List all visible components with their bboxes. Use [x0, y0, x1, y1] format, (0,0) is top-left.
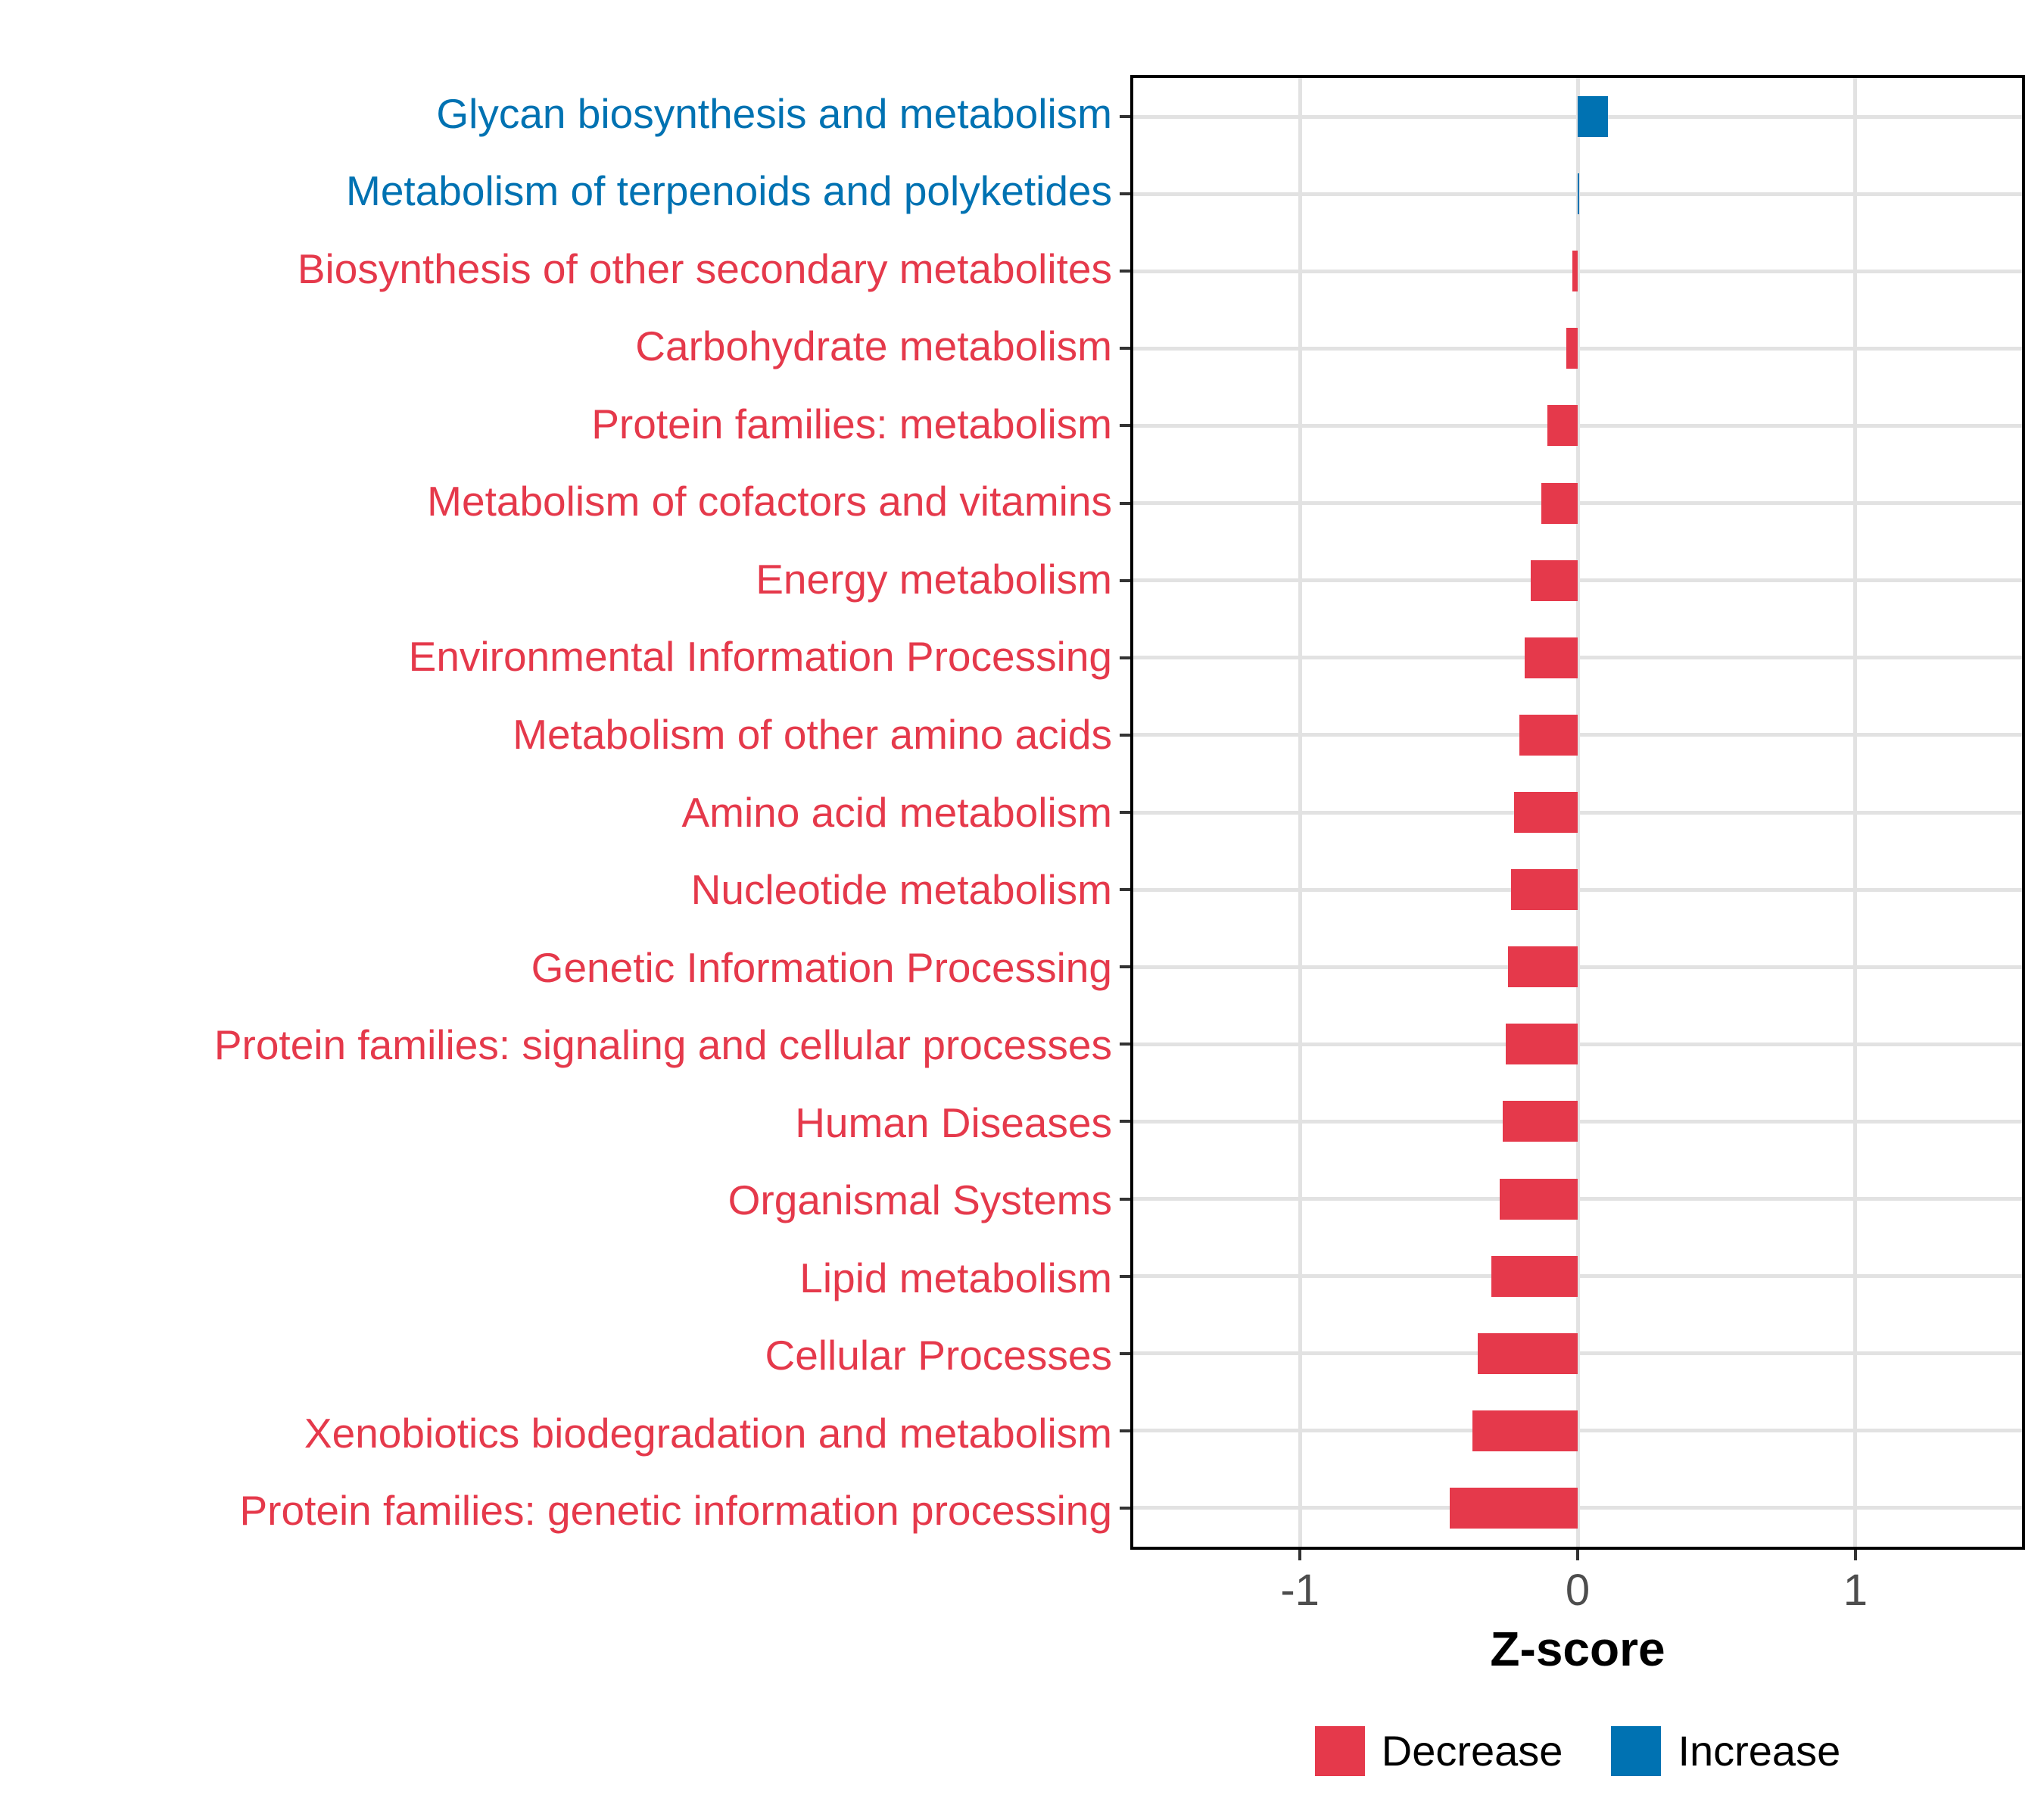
x-tick: [1854, 1550, 1857, 1560]
bar: [1514, 792, 1578, 833]
legend-item: Decrease: [1315, 1726, 1563, 1776]
y-tick: [1120, 811, 1130, 814]
gridline-horizontal: [1133, 1197, 2022, 1201]
y-axis-labels: Glycan biosynthesis and metabolismMetabo…: [0, 75, 1112, 1550]
category-label: Genetic Information Processing: [0, 929, 1112, 1007]
x-axis-title: Z-score: [1130, 1625, 2025, 1673]
category-label: Biosynthesis of other secondary metaboli…: [0, 230, 1112, 308]
category-label: Organismal Systems: [0, 1161, 1112, 1239]
bar: [1511, 869, 1578, 910]
gridline-horizontal: [1133, 1120, 2022, 1124]
x-tick-label: 0: [1502, 1569, 1653, 1613]
gridline-horizontal: [1133, 578, 2022, 582]
y-tick: [1120, 965, 1130, 968]
x-tick: [1576, 1550, 1579, 1560]
gridline-horizontal: [1133, 965, 2022, 969]
y-tick: [1120, 424, 1130, 427]
category-label: Energy metabolism: [0, 541, 1112, 619]
legend-label: Increase: [1678, 1730, 1840, 1772]
category-label: Human Diseases: [0, 1084, 1112, 1162]
category-label: Metabolism of terpenoids and polyketides: [0, 153, 1112, 231]
bar: [1503, 1101, 1578, 1142]
bar: [1531, 560, 1578, 601]
gridline-horizontal: [1133, 811, 2022, 815]
gridline-horizontal: [1133, 1506, 2022, 1510]
y-tick: [1120, 1352, 1130, 1355]
legend: Decrease Increase: [1130, 1726, 2025, 1776]
y-tick: [1120, 192, 1130, 195]
y-tick: [1120, 1507, 1130, 1510]
gridline-horizontal: [1133, 1274, 2022, 1278]
gridline-horizontal: [1133, 656, 2022, 659]
bar: [1506, 1024, 1578, 1064]
plot-panel: [1130, 75, 2025, 1550]
gridline-horizontal: [1133, 1043, 2022, 1046]
bar: [1472, 1410, 1578, 1451]
y-tick: [1120, 1275, 1130, 1278]
y-tick: [1120, 502, 1130, 505]
bar: [1578, 173, 1579, 214]
y-tick: [1120, 734, 1130, 737]
category-label: Glycan biosynthesis and metabolism: [0, 75, 1112, 153]
legend-swatch-decrease: [1315, 1726, 1365, 1776]
y-tick: [1120, 347, 1130, 350]
bar: [1566, 328, 1578, 369]
category-label: Amino acid metabolism: [0, 774, 1112, 852]
y-tick: [1120, 579, 1130, 582]
gridline-horizontal: [1133, 270, 2022, 273]
category-label: Protein families: metabolism: [0, 385, 1112, 463]
gridline-horizontal: [1133, 733, 2022, 737]
y-tick: [1120, 656, 1130, 659]
bar: [1508, 946, 1578, 987]
bar: [1519, 715, 1578, 756]
x-tick-label: 1: [1780, 1569, 1931, 1613]
bar: [1525, 637, 1578, 678]
y-tick: [1120, 270, 1130, 273]
gridline-horizontal: [1133, 347, 2022, 351]
y-tick: [1120, 1198, 1130, 1201]
gridline-horizontal: [1133, 1429, 2022, 1432]
figure: Glycan biosynthesis and metabolismMetabo…: [0, 0, 2044, 1817]
gridline-horizontal: [1133, 424, 2022, 428]
category-label: Environmental Information Processing: [0, 619, 1112, 697]
y-tick: [1120, 1120, 1130, 1123]
category-label: Lipid metabolism: [0, 1239, 1112, 1317]
bar: [1478, 1333, 1578, 1374]
x-tick-label: -1: [1224, 1569, 1376, 1613]
bar: [1500, 1179, 1578, 1220]
category-label: Metabolism of other amino acids: [0, 696, 1112, 774]
bar: [1547, 405, 1578, 446]
category-label: Protein families: genetic information pr…: [0, 1473, 1112, 1551]
bar: [1541, 483, 1578, 524]
gridline-horizontal: [1133, 888, 2022, 892]
x-tick: [1298, 1550, 1301, 1560]
bar: [1578, 96, 1608, 137]
y-tick: [1120, 1429, 1130, 1432]
category-label: Nucleotide metabolism: [0, 851, 1112, 929]
category-label: Metabolism of cofactors and vitamins: [0, 463, 1112, 541]
gridline-horizontal: [1133, 1351, 2022, 1355]
gridline-horizontal: [1133, 501, 2022, 505]
y-tick: [1120, 1043, 1130, 1046]
category-label: Xenobiotics biodegradation and metabolis…: [0, 1395, 1112, 1473]
legend-swatch-increase: [1611, 1726, 1661, 1776]
legend-item: Increase: [1611, 1726, 1840, 1776]
y-tick: [1120, 115, 1130, 118]
bar: [1491, 1256, 1578, 1297]
category-label: Cellular Processes: [0, 1317, 1112, 1395]
legend-label: Decrease: [1382, 1730, 1563, 1772]
y-tick: [1120, 888, 1130, 891]
bar: [1450, 1488, 1578, 1529]
bar: [1572, 251, 1578, 291]
category-label: Carbohydrate metabolism: [0, 308, 1112, 386]
category-label: Protein families: signaling and cellular…: [0, 1006, 1112, 1084]
